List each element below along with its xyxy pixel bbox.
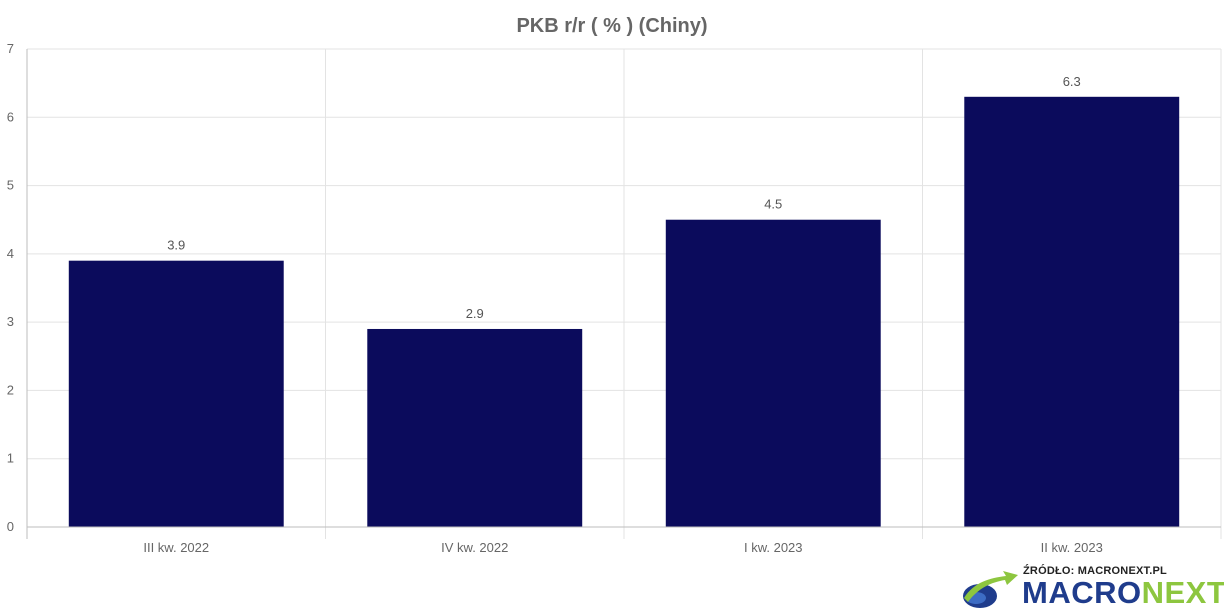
data-labels: 3.9 2.9 4.5 6.3 xyxy=(167,74,1081,321)
y-tick-label: 4 xyxy=(7,246,14,261)
x-tick-label: IV kw. 2022 xyxy=(441,540,508,555)
y-tick-label: 6 xyxy=(7,109,14,124)
x-tick-label: III kw. 2022 xyxy=(143,540,209,555)
y-tick-label: 5 xyxy=(7,178,14,193)
brand-name: MACRONEXT xyxy=(1022,576,1224,610)
source-label: ŹRÓDŁO: MACRONEXT.PL xyxy=(1023,565,1167,577)
y-tick-label: 2 xyxy=(7,382,14,397)
chart-title: PKB r/r ( % ) (Chiny) xyxy=(516,15,707,37)
bar xyxy=(68,260,284,527)
source-logo: ŹRÓDŁO: MACRONEXT.PL MACRONEXT xyxy=(960,562,1224,610)
bar xyxy=(665,219,881,527)
macronext-logo-icon xyxy=(963,571,1018,608)
y-tick-label: 0 xyxy=(7,519,14,534)
bar-value-label: 4.5 xyxy=(764,197,782,212)
y-tick-label: 7 xyxy=(7,41,14,56)
brand-name-part-2: NEXT xyxy=(1141,575,1224,610)
bar-value-label: 6.3 xyxy=(1063,74,1081,89)
y-tick-label: 1 xyxy=(7,451,14,466)
y-tick-label: 3 xyxy=(7,314,14,329)
bar xyxy=(964,96,1180,528)
bar xyxy=(367,328,583,527)
bar-value-label: 3.9 xyxy=(167,238,185,253)
bars xyxy=(68,96,1180,528)
bar-value-label: 2.9 xyxy=(466,306,484,321)
x-tick-label: I kw. 2023 xyxy=(744,540,803,555)
axes: 0 1 2 3 4 5 6 7 III kw. 2022 IV kw. 2022 I kw. 202… xyxy=(7,41,1221,555)
brand-name-part-1: MACRO xyxy=(1022,575,1142,610)
x-tick-label: II kw. 2023 xyxy=(1041,540,1103,555)
